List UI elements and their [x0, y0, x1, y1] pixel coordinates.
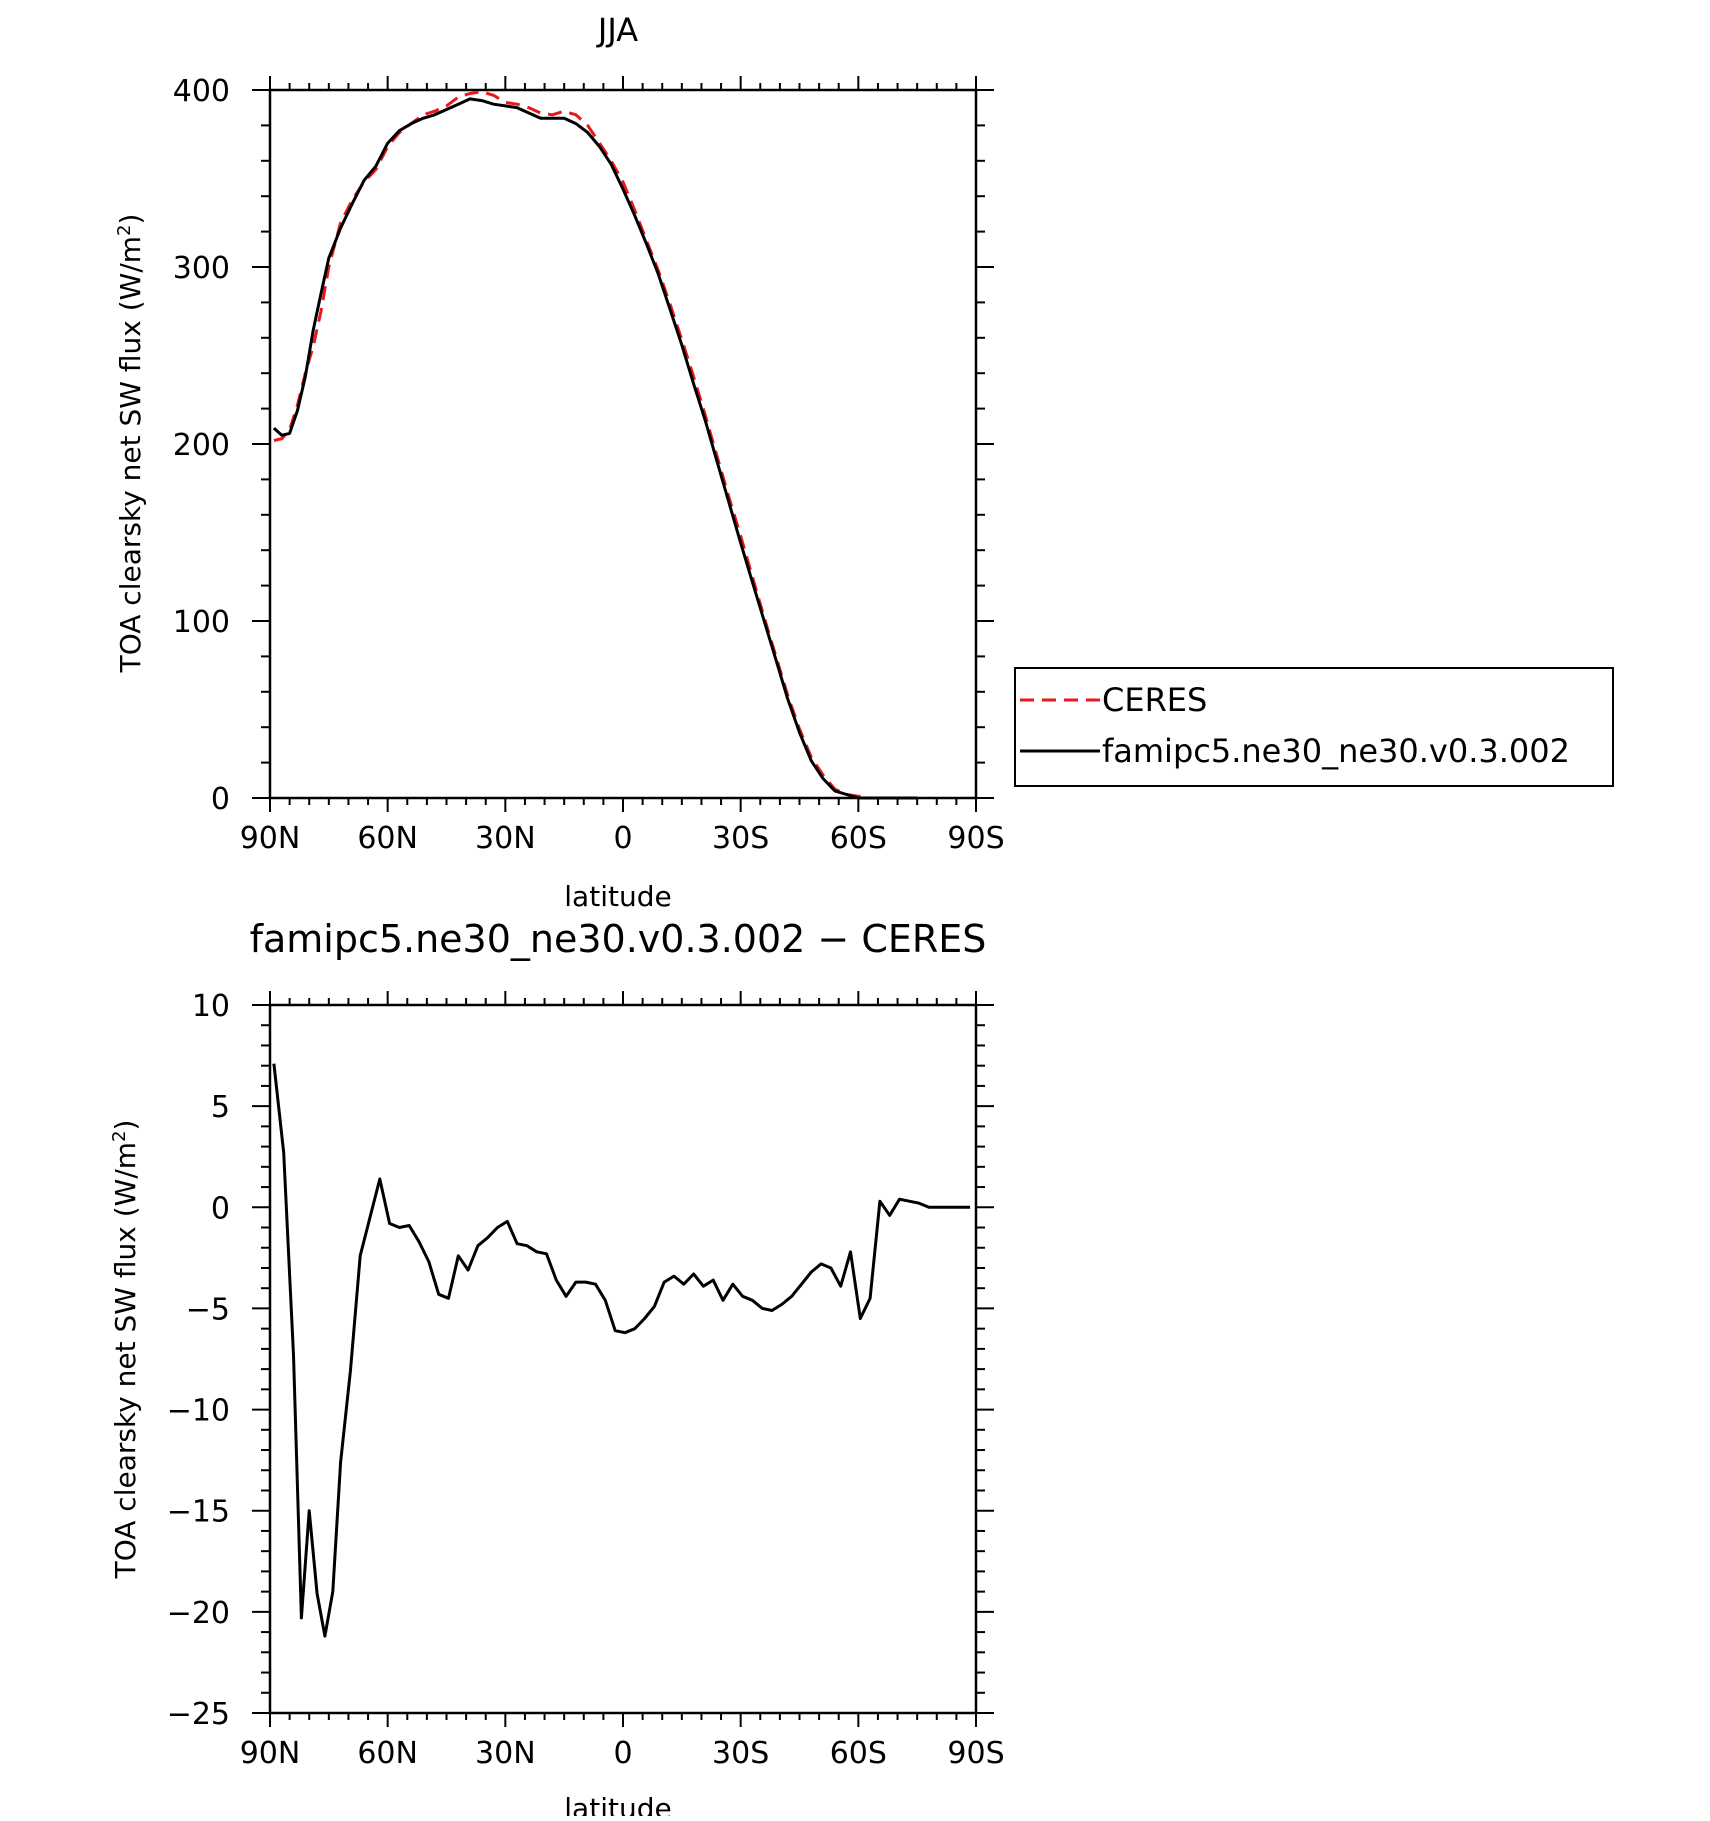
top-series-line-0	[273, 90, 918, 800]
top-x-tick-label: 90N	[240, 821, 301, 856]
bottom-y-tick-label: 5	[211, 1090, 230, 1125]
top-plot-frame	[268, 88, 978, 800]
top-x-tick-label: 60N	[357, 821, 418, 856]
bottom-x-tick-label: 60S	[830, 1736, 887, 1771]
bottom-y-tick-label: −15	[167, 1495, 230, 1530]
top-y-tick-label: 400	[173, 74, 230, 109]
top-y-axis-label-sup: 2	[114, 225, 135, 236]
bottom-x-axis-label: latitude	[564, 1792, 671, 1816]
legend-label-model: famipc5.ne30_ne30.v0.3.002	[1102, 732, 1570, 770]
top-x-tick-label: 90S	[947, 821, 1004, 856]
bottom-x-tick-label: 30N	[475, 1736, 536, 1771]
top-y-axis-label: TOA clearsky net SW flux (W/m2)	[114, 214, 147, 674]
bottom-y-axis-label-close: )	[109, 1120, 142, 1131]
bottom-y-axis-label-sup: 2	[109, 1131, 130, 1142]
top-x-axis-label: latitude	[564, 880, 671, 913]
bottom-x-tick-label: 60N	[357, 1736, 418, 1771]
top-y-tick-label: 200	[173, 428, 230, 463]
bottom-x-tick-label: 0	[613, 1736, 632, 1771]
bottom-y-axis-label-main: TOA clearsky net SW flux (W/m	[109, 1142, 142, 1579]
top-series-group	[272, 90, 918, 800]
top-y-axis-label-close: )	[114, 214, 147, 225]
bottom-x-tick-label: 90N	[240, 1736, 301, 1771]
top-x-tick-label: 30N	[475, 821, 536, 856]
top-x-tick-label: 30S	[712, 821, 769, 856]
legend-label-ceres: CERES	[1102, 681, 1207, 719]
top-y-tick-label: 100	[173, 605, 230, 640]
bottom-y-tick-label: −20	[167, 1596, 230, 1631]
bottom-series-group	[272, 1063, 971, 1638]
top-y-axis-label-main: TOA clearsky net SW flux (W/m	[114, 236, 147, 673]
bottom-x-tick-label: 30S	[712, 1736, 769, 1771]
bottom-y-tick-label: −25	[167, 1697, 230, 1732]
top-series-line-1	[272, 97, 918, 800]
top-chart-title: JJA	[596, 11, 638, 49]
bottom-y-tick-label: 0	[211, 1191, 230, 1226]
bottom-y-tick-label: −10	[167, 1394, 230, 1429]
top-y-tick-label: 300	[173, 251, 230, 286]
bottom-y-tick-label: −5	[186, 1292, 230, 1327]
bottom-panel: famipc5.ne30_ne30.v0.3.002 − CERES 90N 60…	[109, 917, 1005, 1821]
bottom-y-axis-label: TOA clearsky net SW flux (W/m2)	[109, 1120, 142, 1580]
top-y-tick-label: 0	[211, 782, 230, 817]
top-panel: JJA 90N 60N 30N 0 30S 60S 90S 0 100 200 300 400 lat…	[114, 11, 1614, 913]
top-x-tick-label: 0	[613, 821, 632, 856]
bottom-plot-frame	[268, 1003, 978, 1715]
bottom-plot-area: 90N 60N 30N 0 30S 60S 90S 10 5 0 −5 −10 −15 −20 −25	[167, 989, 1005, 1771]
bottom-x-tick-label: 90S	[947, 1736, 1004, 1771]
bottom-series-line-0	[272, 1063, 971, 1638]
bottom-y-tick-label: 10	[192, 989, 230, 1024]
top-plot-area: 90N 60N 30N 0 30S 60S 90S 0 100 200 300 400	[173, 74, 1005, 856]
top-x-tick-label: 60S	[830, 821, 887, 856]
legend: CERES famipc5.ne30_ne30.v0.3.002	[1014, 667, 1614, 787]
legend-box	[1014, 667, 1614, 787]
bottom-chart-title: famipc5.ne30_ne30.v0.3.002 − CERES	[250, 917, 987, 961]
